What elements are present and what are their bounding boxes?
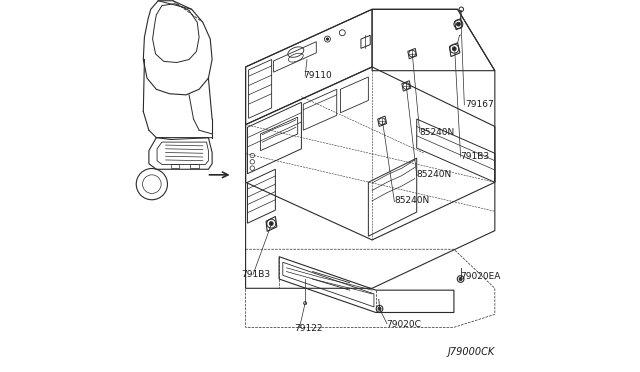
Text: 79020C: 79020C	[386, 320, 420, 329]
Text: 791B3: 791B3	[461, 152, 490, 161]
Circle shape	[326, 38, 328, 40]
Text: 85240N: 85240N	[417, 170, 452, 179]
Text: 791B3: 791B3	[241, 270, 270, 279]
Circle shape	[378, 307, 381, 310]
Text: J79000CK: J79000CK	[447, 347, 495, 357]
Text: 79110: 79110	[303, 71, 332, 80]
Text: 79020EA: 79020EA	[461, 272, 501, 280]
Text: 79122: 79122	[294, 324, 323, 333]
Circle shape	[459, 278, 462, 280]
Text: 85240N: 85240N	[394, 196, 429, 205]
Circle shape	[456, 22, 460, 26]
Text: 85240N: 85240N	[420, 128, 455, 137]
Circle shape	[269, 222, 273, 225]
Circle shape	[452, 47, 456, 51]
Text: 79167: 79167	[465, 100, 494, 109]
